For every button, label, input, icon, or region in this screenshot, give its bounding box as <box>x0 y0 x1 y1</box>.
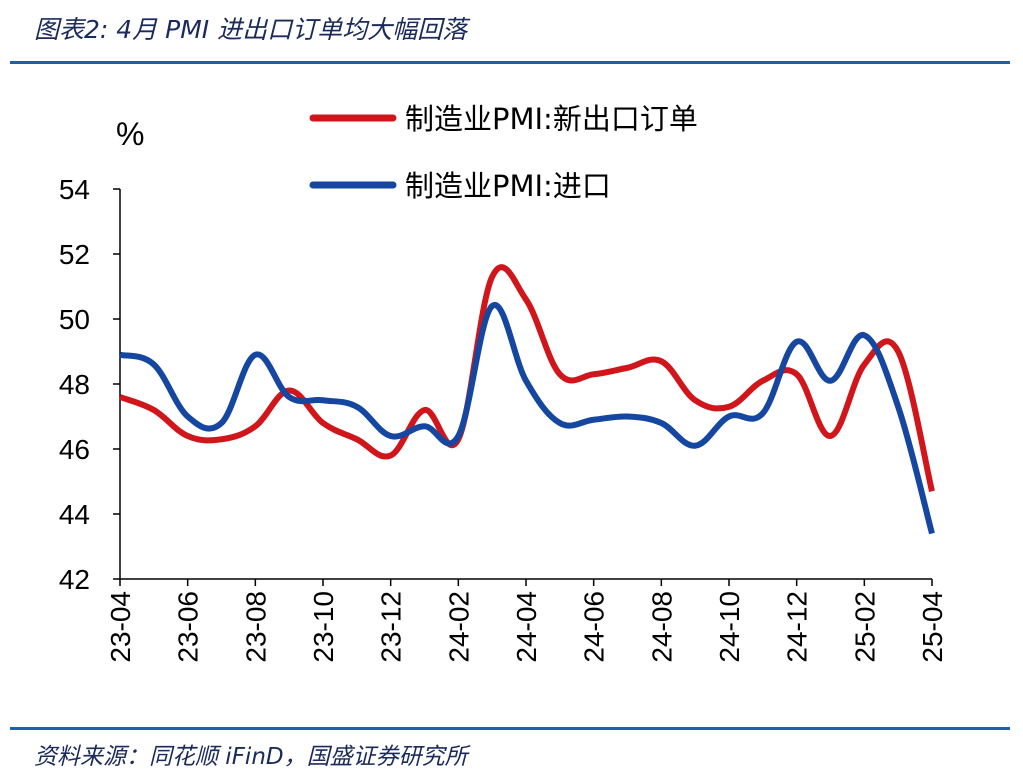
x-tick-label: 23-10 <box>308 591 339 663</box>
y-tick-label: 44 <box>59 499 90 530</box>
y-tick-label: 54 <box>59 174 90 205</box>
y-tick-label: 48 <box>59 369 90 400</box>
x-tick-label: 24-06 <box>579 591 610 663</box>
legend-label: 制造业PMI:新出口订单 <box>405 102 698 136</box>
y-tick-label: 46 <box>59 434 90 465</box>
chart-title: 图表2: 4月 PMI 进出口订单均大幅回落 <box>34 15 468 44</box>
x-tick-label: 24-10 <box>714 591 745 663</box>
y-tick-label: 52 <box>59 239 90 270</box>
series-line-2 <box>119 302 935 535</box>
y-axis-unit: % <box>116 116 144 152</box>
legend-label: 制造业PMI:进口 <box>405 169 611 203</box>
source-note: 资料来源：同花顺 iFinD，国盛证券研究所 <box>34 744 468 770</box>
x-tick-label: 24-12 <box>782 591 813 663</box>
x-tick-label: 23-04 <box>105 591 136 663</box>
x-tick-label: 23-12 <box>376 591 407 663</box>
x-tick-label: 25-04 <box>917 591 948 663</box>
x-tick-label: 24-08 <box>646 591 677 663</box>
source-divider <box>10 727 1010 730</box>
x-tick-label: 23-08 <box>240 591 271 663</box>
title-divider <box>10 61 1010 64</box>
x-tick-label: 24-02 <box>443 591 474 663</box>
y-tick-label: 50 <box>59 304 90 335</box>
y-tick-label: 42 <box>59 564 90 595</box>
x-tick-label: 23-06 <box>173 591 204 663</box>
x-tick-label: 24-04 <box>511 591 542 663</box>
x-tick-label: 25-02 <box>849 591 880 663</box>
